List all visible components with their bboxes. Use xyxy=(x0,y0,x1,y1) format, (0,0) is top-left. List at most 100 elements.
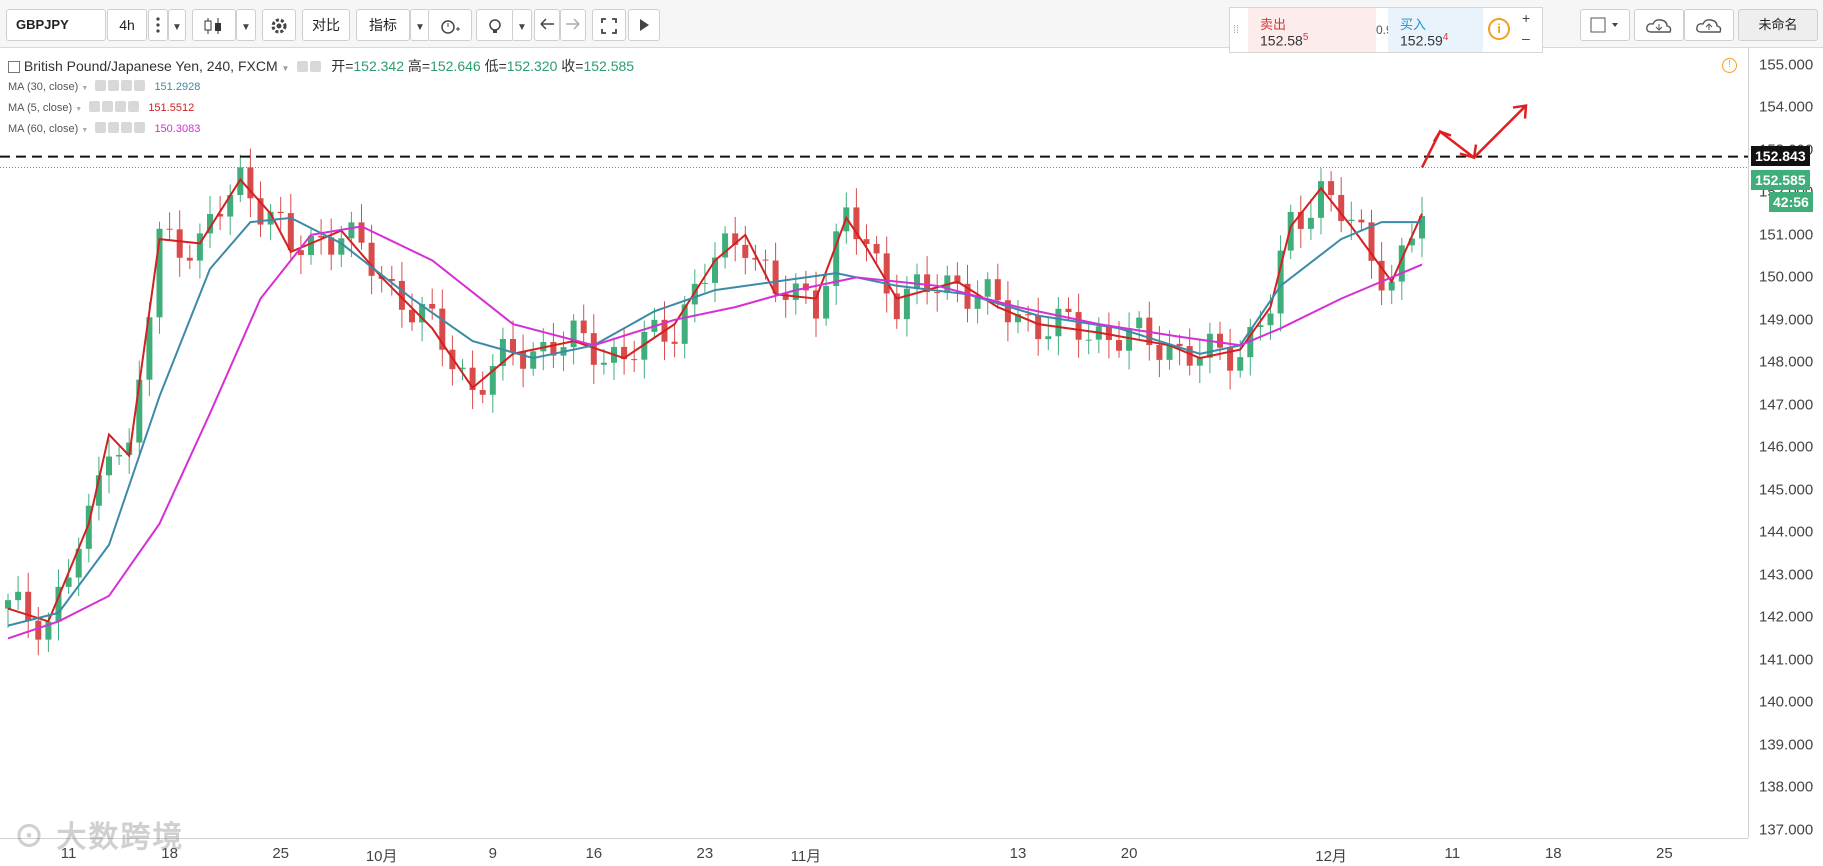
price-tick-label: 154.000 xyxy=(1759,98,1814,116)
legend-ma5-row: MA (5, close) ▼ 151.5512 xyxy=(8,101,194,115)
candle-body xyxy=(752,257,759,260)
chart-type-dropdown[interactable]: ▼ xyxy=(236,9,256,41)
alarm-clock-icon xyxy=(441,20,460,34)
legend-buttons[interactable] xyxy=(297,59,323,75)
collapse-icon[interactable] xyxy=(8,61,20,74)
close-value: 152.585 xyxy=(583,58,635,74)
price-tick-label: 151.000 xyxy=(1759,226,1814,244)
ideas-button[interactable] xyxy=(476,9,514,41)
candle-body xyxy=(772,260,779,294)
drag-handle-icon[interactable]: ⁞⁞ xyxy=(1233,24,1240,36)
save-layout-button[interactable] xyxy=(1684,9,1734,41)
buy-button[interactable]: 买入 152.594 xyxy=(1388,8,1483,52)
candle-body xyxy=(934,292,941,294)
candle-body xyxy=(469,367,476,391)
candle-body xyxy=(297,250,304,256)
ma5-buttons[interactable] xyxy=(89,101,141,115)
ma60-buttons[interactable] xyxy=(95,122,147,136)
price-tick-label: 142.000 xyxy=(1759,608,1814,626)
layout-button[interactable] xyxy=(1580,9,1630,41)
redo-button[interactable] xyxy=(560,9,586,41)
legend-ma30-row: MA (30, close) ▼ 151.2928 xyxy=(8,80,200,94)
candle-body xyxy=(85,505,92,549)
candle-body xyxy=(671,341,678,344)
symbol-input[interactable]: GBPJPY xyxy=(6,9,106,41)
candle-body xyxy=(1126,328,1133,351)
candle-body xyxy=(55,586,62,622)
candle-body xyxy=(1297,211,1304,229)
candle-body xyxy=(600,362,607,365)
ma30-buttons[interactable] xyxy=(95,80,147,94)
more-vertical-icon xyxy=(156,17,160,33)
candle-body xyxy=(35,620,42,640)
candle-body xyxy=(95,475,102,506)
buy-price: 152.594 xyxy=(1400,32,1449,49)
chevron-down-icon[interactable]: ▼ xyxy=(281,64,290,73)
interval-button[interactable]: 4h xyxy=(107,9,147,41)
candle-body xyxy=(499,339,506,366)
replay-button[interactable] xyxy=(628,9,660,41)
chevron-down-icon[interactable]: ▼ xyxy=(81,84,89,92)
indicators-dropdown[interactable]: ▼ xyxy=(410,9,430,41)
candle-body xyxy=(732,233,739,245)
more-menu-button[interactable] xyxy=(148,9,168,41)
candle-body xyxy=(176,229,183,258)
minus-icon[interactable]: – xyxy=(1522,30,1530,46)
time-tick-label: 20 xyxy=(1120,845,1138,862)
candle-body xyxy=(1318,181,1324,218)
chart-pane[interactable] xyxy=(0,48,1748,838)
candle-body xyxy=(1338,194,1345,222)
compare-button[interactable]: 对比 xyxy=(302,9,350,41)
chevron-down-icon[interactable]: ▼ xyxy=(81,126,89,134)
sell-button[interactable]: 卖出 152.585 xyxy=(1248,8,1376,52)
time-tick-label: 10月 xyxy=(365,848,398,865)
ma5-label: MA (5, close) xyxy=(8,101,73,114)
candle-body xyxy=(1206,333,1213,358)
candle-body xyxy=(1055,308,1062,337)
price-tick-label: 147.000 xyxy=(1759,396,1814,414)
candle-body xyxy=(1307,217,1314,229)
candle-body xyxy=(984,279,991,297)
candle-body xyxy=(227,195,234,217)
high-label: 高= xyxy=(407,58,431,74)
time-tick-label: 25 xyxy=(1656,845,1673,862)
time-tick-label: 9 xyxy=(488,845,497,862)
play-icon xyxy=(640,19,649,31)
plus-icon[interactable]: + xyxy=(1522,10,1531,26)
info-icon[interactable]: i xyxy=(1488,18,1510,40)
candle-body xyxy=(479,390,486,395)
candle-body xyxy=(388,278,395,281)
candle-body xyxy=(873,243,880,254)
candle-body xyxy=(368,242,375,276)
candle-body xyxy=(1136,317,1143,329)
warning-info-icon[interactable]: ! xyxy=(1722,58,1737,73)
settings-button[interactable] xyxy=(262,9,296,41)
interval-dropdown[interactable]: ▼ xyxy=(168,9,186,41)
candle-body xyxy=(914,274,920,289)
candle-body xyxy=(1186,346,1193,366)
chevron-down-icon: ▼ xyxy=(517,22,527,33)
candle-body xyxy=(893,293,900,320)
fullscreen-button[interactable] xyxy=(592,9,626,41)
load-layout-button[interactable] xyxy=(1634,9,1684,41)
alert-button[interactable] xyxy=(428,9,472,41)
chevron-down-icon[interactable]: ▼ xyxy=(75,105,83,113)
candle-body xyxy=(1227,347,1234,371)
candles-icon xyxy=(204,18,221,34)
time-axis[interactable]: 11 18 25 10月 9 16 23 11月 13 20 12月 11 18 25 xyxy=(0,838,1748,866)
indicators-button[interactable]: 指标 xyxy=(356,9,410,41)
price-axis[interactable]: 155.000154.000153.000152.000151.000150.0… xyxy=(1748,48,1823,838)
ideas-dropdown[interactable]: ▼ xyxy=(512,9,532,41)
low-value: 152.320 xyxy=(506,58,558,74)
price-tick-label: 143.000 xyxy=(1759,566,1814,584)
undo-button[interactable] xyxy=(534,9,560,41)
price-tick-label: 137.000 xyxy=(1759,821,1814,838)
open-value: 152.342 xyxy=(353,58,404,74)
chart-type-button[interactable] xyxy=(192,9,236,41)
candle-body xyxy=(1237,357,1244,371)
price-chart[interactable] xyxy=(0,48,1748,838)
candle-body xyxy=(429,303,436,309)
layout-name[interactable]: 未命名 xyxy=(1738,9,1818,41)
candle-body xyxy=(166,228,173,230)
candle-body xyxy=(722,233,729,258)
